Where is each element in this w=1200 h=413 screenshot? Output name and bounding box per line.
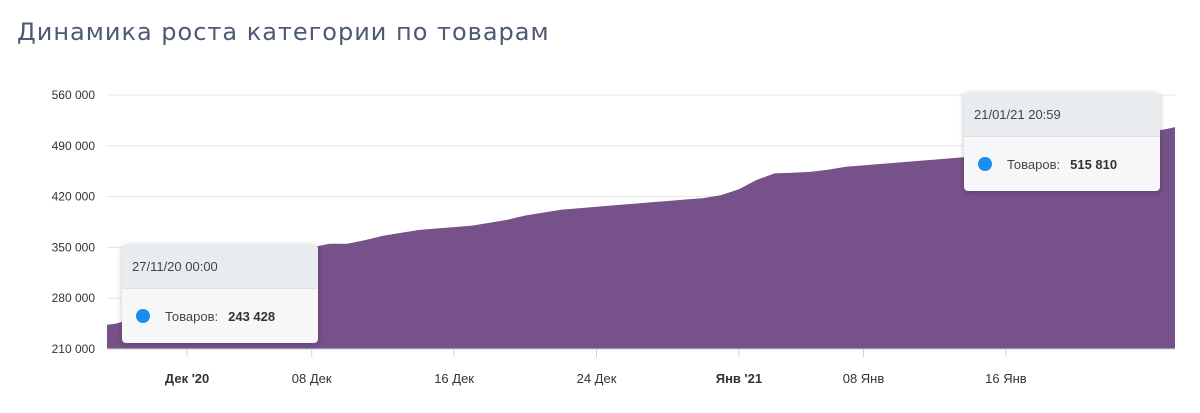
x-tick-label: Дек '20 — [165, 371, 209, 386]
x-tick-label: Янв '21 — [716, 371, 762, 386]
series-area-group — [107, 127, 1175, 349]
tooltip-label: Товаров: — [165, 308, 219, 324]
series-area-tovarov — [107, 127, 1175, 349]
tooltip-label: Товаров: — [1007, 156, 1061, 172]
y-tick-label: 210 000 — [52, 342, 96, 356]
y-tick-label: 560 000 — [52, 88, 96, 102]
x-tick-label: 16 Дек — [434, 371, 474, 386]
series-dot-icon — [136, 309, 150, 323]
y-tick-label: 280 000 — [52, 291, 96, 305]
chart-title: Динамика роста категории по товарам — [17, 18, 550, 46]
y-tick-label: 350 000 — [52, 240, 96, 254]
x-tick-label: 08 Дек — [292, 371, 332, 386]
x-axis: Дек '20 08 Дек 16 Дек 24 Дек Янв '21 08 Янв 16… — [107, 348, 1175, 386]
tooltip-body: Товаров: 243 428 — [122, 289, 318, 343]
x-tick-label: 16 Янв — [985, 371, 1027, 386]
tooltip-body: Товаров: 515 810 — [964, 137, 1160, 191]
x-tick-label: 08 Янв — [843, 371, 885, 386]
tooltip-value: 243 428 — [228, 308, 276, 324]
x-tick-label: 24 Дек — [577, 371, 617, 386]
tooltip-date: 21/01/21 20:59 — [964, 93, 1160, 137]
tooltip-end: 21/01/21 20:59 Товаров: 515 810 — [964, 93, 1160, 191]
series-dot-icon — [978, 157, 992, 171]
tooltip-value: 515 810 — [1070, 156, 1118, 172]
tooltip-date: 27/11/20 00:00 — [122, 245, 318, 289]
y-axis: 210 000 280 000 350 000 420 000 490 000 560 0… — [52, 88, 96, 356]
tooltip-start: 27/11/20 00:00 Товаров: 243 428 — [122, 245, 318, 343]
y-tick-label: 420 000 — [52, 190, 96, 204]
y-tick-label: 490 000 — [52, 139, 96, 153]
